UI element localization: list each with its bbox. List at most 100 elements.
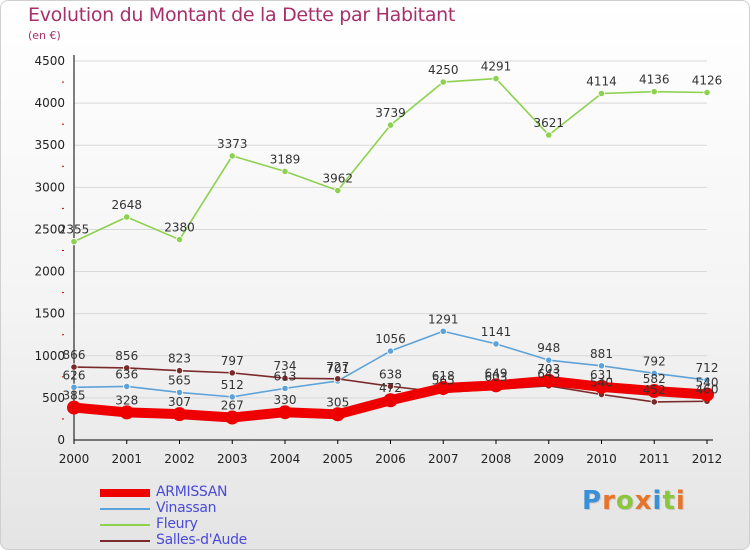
data-point-vinassan	[386, 347, 395, 355]
data-label-fleury: 3189	[270, 152, 301, 166]
data-label-salles-d-aude: 565	[432, 373, 455, 387]
data-label-salles-d-aude: 643	[537, 367, 560, 381]
data-label-salles-d-aude: 797	[221, 354, 244, 368]
data-label-salles-d-aude: 603	[485, 370, 508, 384]
data-label-armissan: 582	[643, 372, 666, 386]
legend-swatch	[100, 540, 150, 542]
x-tick-label: 2012	[692, 452, 723, 466]
data-point-salles-d-aude	[228, 369, 236, 377]
data-point-armissan	[119, 405, 134, 420]
data-point-fleury	[228, 152, 236, 160]
y-tick-label: 4500	[34, 54, 65, 68]
y-tick-label: 2500	[34, 222, 65, 236]
data-point-vinassan	[703, 376, 711, 384]
data-label-salles-d-aude: 823	[168, 352, 191, 366]
data-point-vinassan	[492, 340, 500, 348]
data-label-armissan: 649	[485, 366, 508, 380]
data-label-vinassan: 636	[115, 367, 138, 381]
data-label-armissan: 385	[63, 389, 86, 403]
chart-title: Evolution du Montant de la Dette par Hab…	[28, 4, 456, 26]
legend-label: Vinassan	[156, 500, 217, 516]
data-label-vinassan: 701	[326, 362, 349, 376]
data-point-fleury	[597, 89, 606, 98]
data-label-salles-d-aude: 734	[274, 359, 297, 373]
data-label-armissan: 618	[432, 369, 455, 383]
x-tick-label: 2010	[586, 452, 617, 466]
data-label-vinassan: 1056	[375, 332, 406, 346]
data-label-fleury: 4250	[428, 63, 459, 77]
data-label-vinassan: 881	[590, 347, 613, 361]
y-tick-label: 3500	[34, 138, 65, 152]
data-label-armissan: 703	[537, 362, 560, 376]
x-tick-label: 2007	[428, 452, 459, 466]
logo-letter: x	[634, 486, 653, 516]
data-point-vinassan	[650, 369, 658, 377]
data-point-fleury	[175, 235, 184, 244]
data-label-fleury: 3373	[217, 137, 248, 151]
data-point-armissan	[330, 407, 345, 422]
data-label-fleury: 4126	[692, 73, 723, 87]
chart-unit: (en €)	[28, 29, 61, 42]
data-label-fleury: 2648	[111, 198, 142, 212]
data-label-armissan: 472	[379, 381, 402, 395]
data-point-vinassan	[70, 383, 78, 391]
x-tick-label: 2008	[481, 452, 512, 466]
data-point-fleury	[492, 75, 500, 83]
data-point-fleury	[334, 186, 342, 195]
data-point-fleury	[545, 131, 553, 139]
data-label-fleury: 3739	[375, 106, 406, 120]
data-point-fleury	[439, 78, 447, 86]
legend-swatch	[100, 508, 150, 510]
data-point-fleury	[70, 238, 78, 246]
data-point-armissan	[541, 373, 556, 388]
data-point-armissan	[647, 383, 662, 398]
data-label-fleury: 2380	[164, 221, 195, 235]
data-point-armissan	[172, 407, 187, 422]
data-label-vinassan: 565	[168, 373, 191, 387]
legend-swatch	[100, 524, 150, 526]
legend-swatch	[100, 489, 150, 497]
data-point-fleury	[650, 88, 658, 96]
data-point-armissan	[594, 379, 609, 394]
data-label-vinassan: 512	[221, 378, 244, 392]
data-point-armissan	[436, 380, 451, 395]
data-point-fleury	[281, 167, 289, 176]
data-point-salles-d-aude	[175, 367, 184, 375]
x-tick-label: 2000	[59, 452, 90, 466]
x-tick-label: 2002	[164, 452, 195, 466]
data-label-vinassan: 626	[63, 368, 86, 382]
data-label-armissan: 540	[696, 376, 719, 390]
data-label-salles-d-aude: 866	[63, 348, 86, 362]
data-label-fleury: 4136	[639, 73, 670, 87]
logo-letter: t	[662, 486, 676, 516]
logo-letter: P	[582, 486, 603, 516]
data-label-armissan: 328	[115, 393, 138, 407]
data-label-salles-d-aude: 540	[590, 376, 613, 390]
data-point-vinassan	[597, 362, 606, 370]
y-tick-label: 0	[57, 433, 65, 447]
data-point-armissan	[225, 410, 240, 425]
y-tick-label: 1500	[34, 307, 65, 321]
data-label-fleury: 4114	[586, 75, 617, 89]
legend-label: Fleury	[156, 516, 198, 532]
data-point-fleury	[703, 88, 711, 97]
logo-letter: i	[675, 486, 686, 516]
logo-letter: o	[615, 486, 635, 516]
y-tick-label: 1000	[34, 349, 65, 363]
data-label-vinassan: 948	[537, 341, 560, 355]
data-label-salles-d-aude: 460	[696, 382, 719, 396]
data-label-fleury: 3962	[322, 172, 353, 186]
data-point-armissan	[489, 378, 503, 393]
data-label-vinassan: 712	[696, 361, 719, 375]
data-point-vinassan	[439, 327, 447, 335]
data-point-fleury	[386, 121, 395, 129]
y-tick-label: 4000	[34, 96, 65, 110]
x-tick-label: 2001	[111, 452, 142, 466]
data-point-salles-d-aude	[281, 374, 289, 382]
data-point-armissan	[278, 405, 292, 420]
data-label-salles-d-aude: 452	[643, 383, 666, 397]
logo-letter: i	[652, 486, 663, 516]
x-tick-label: 2009	[533, 452, 564, 466]
